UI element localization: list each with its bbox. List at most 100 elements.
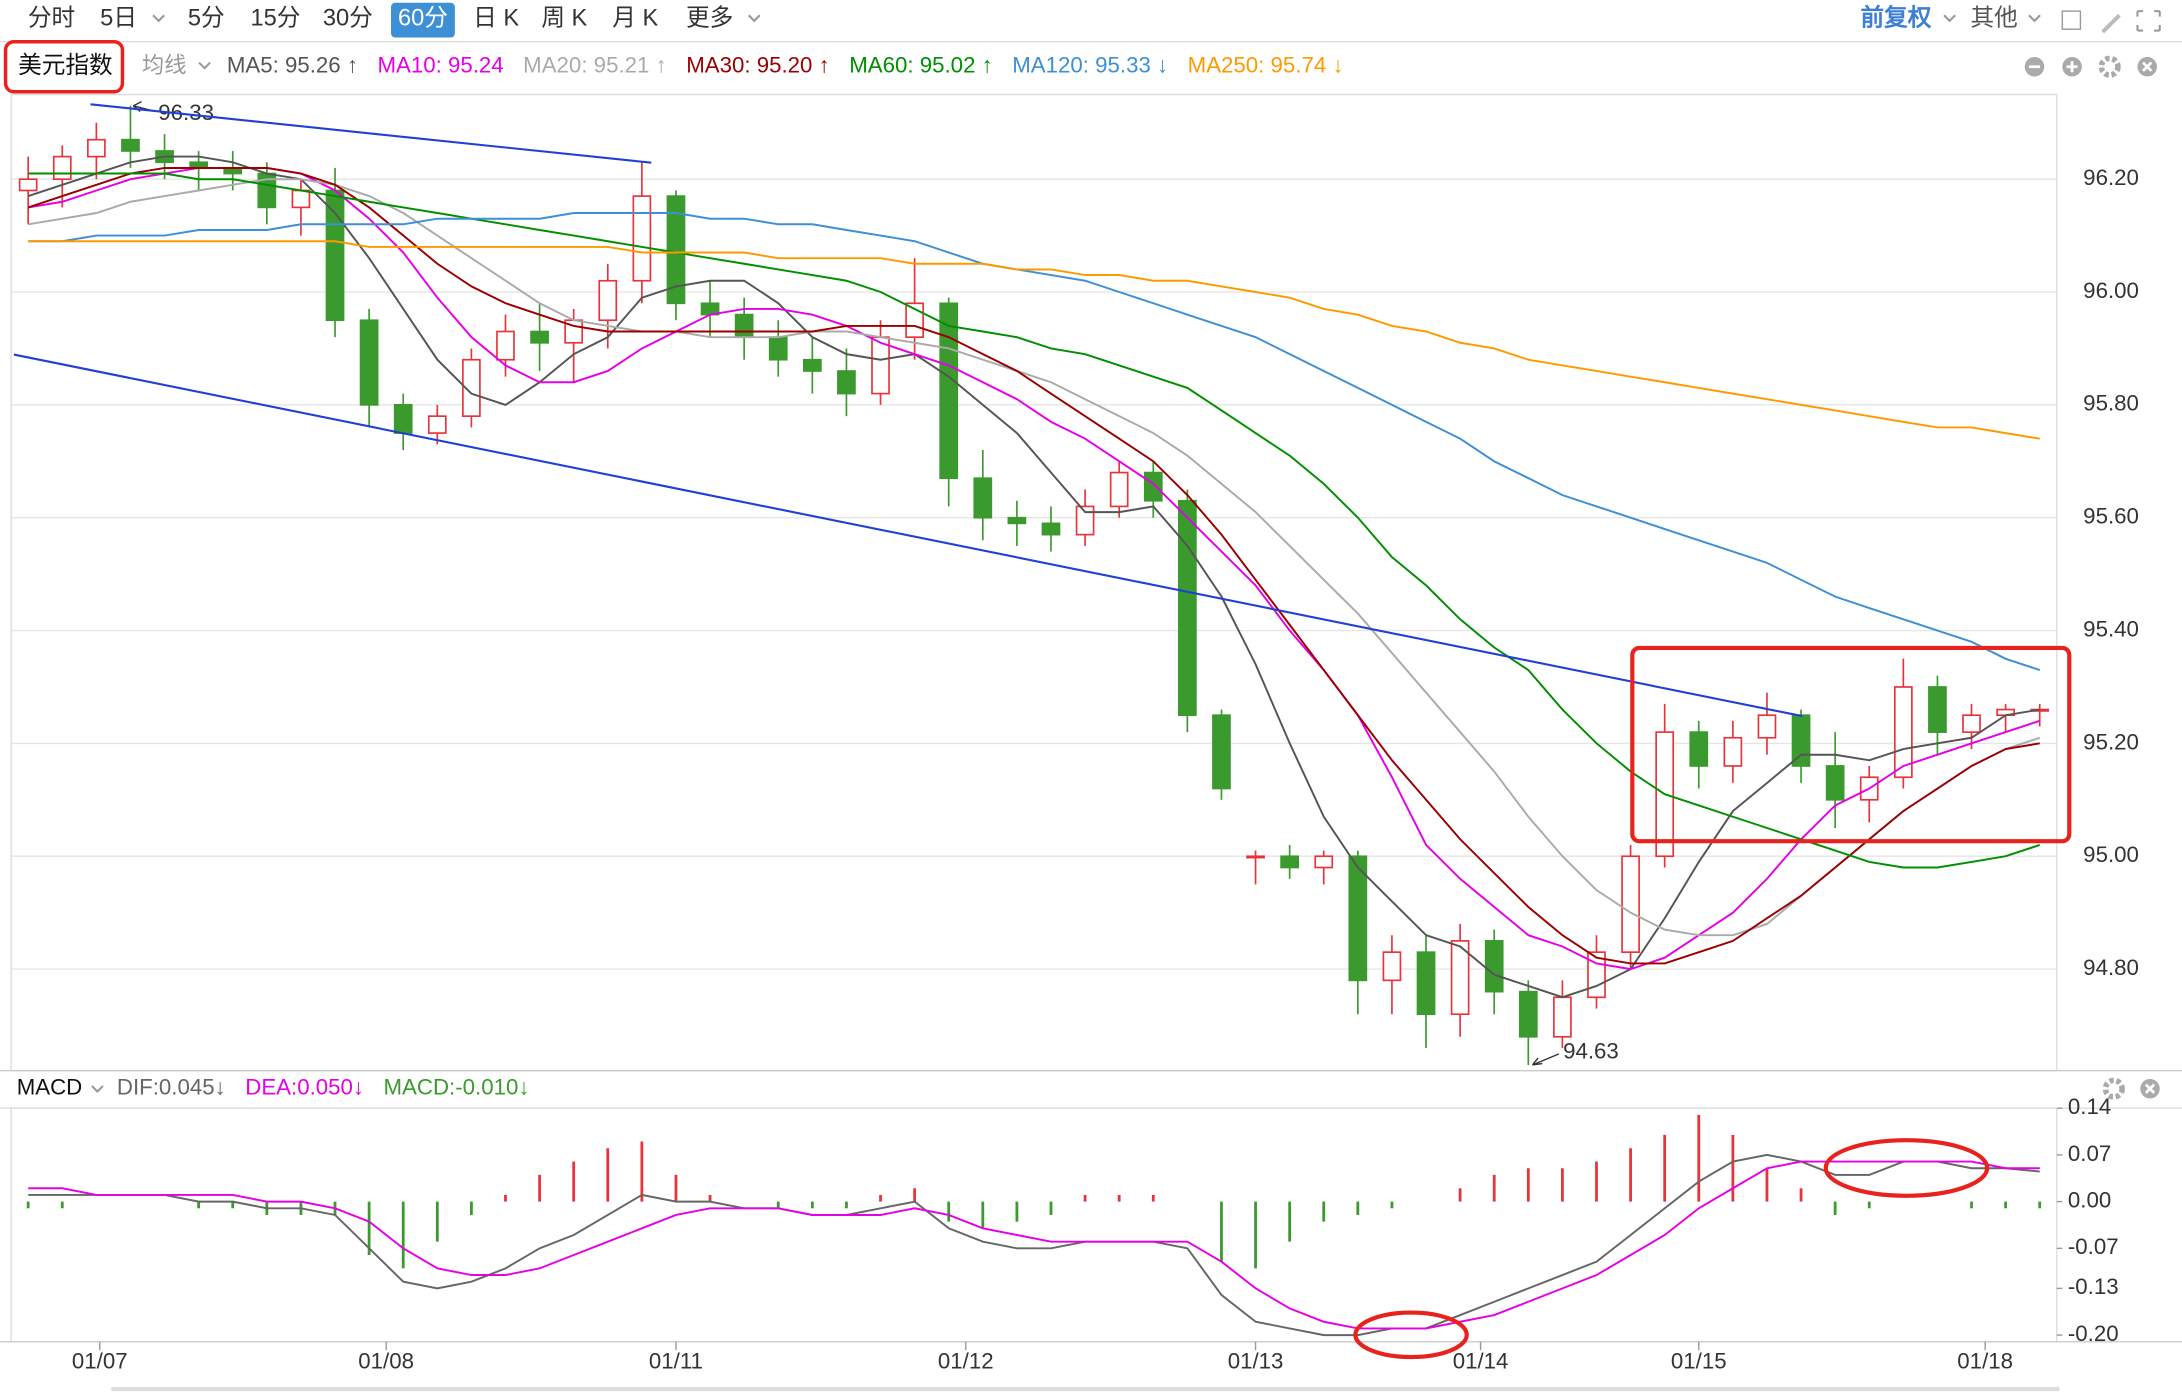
tab[interactable]: 周 K [541,6,587,32]
candle-body [1928,686,1947,733]
ma-line [28,212,2041,671]
tab[interactable]: 分时 [28,5,75,32]
close-icon [2142,61,2153,72]
candle-body [802,358,822,372]
legend-entry: MA20: 95.21 ↑ [523,53,667,78]
tab[interactable]: 5分 [188,5,225,32]
indicator-line [28,1153,2040,1337]
ma-line [28,178,2041,937]
y-tick-label: 0.07 [2068,1141,2111,1166]
x-tick-label: 01/13 [1228,1349,1284,1374]
candle-body [1143,471,1163,502]
fullscreen-icon[interactable] [2136,10,2161,32]
candle-body [837,370,856,395]
x-tick-label: 01/11 [649,1349,703,1374]
y-tick-label: 96.00 [2083,278,2139,303]
x-tick-label: 01/14 [1453,1349,1509,1374]
legend-entry: MA250: 95.74 ↓ [1188,53,1344,78]
y-tick-label: 94.80 [2083,955,2139,980]
legend: DIF:0.045↓ DEA:0.050↓ MACD:-0.010↓ [117,1075,530,1100]
candle-body [359,319,379,406]
highlight-ellipse [1823,1138,1990,1198]
dropdown-caret[interactable] [198,61,211,70]
x-tick-label: 01/08 [358,1349,414,1374]
y-tick-label: 95.40 [2083,616,2139,641]
dropdown-caret[interactable] [91,1085,104,1093]
close-icon [2144,1083,2156,1094]
y-tick-label: 95.60 [2083,504,2139,529]
candle-body [632,195,652,282]
pencil-icon[interactable] [2101,13,2121,34]
ma-line [27,166,2040,965]
tab[interactable]: 15分 [250,5,300,32]
candle-body [18,178,38,192]
dropdown-caret[interactable] [152,14,165,23]
plus-icon [2066,61,2078,73]
legend-entry: MA60: 95.02 ↑ [849,53,993,78]
y-tick-label: 96.20 [2083,165,2139,190]
legend-entry: DEA:0.050↓ [245,1075,364,1100]
ma-menu[interactable]: 均线 [142,53,187,78]
annotations [13,103,2072,1360]
candle-body [530,330,549,344]
x-tick-label: 01/07 [72,1349,128,1374]
symbol[interactable]: 美元指数 [18,52,113,79]
candle-body [939,302,959,480]
annotation-arrow [1531,1053,1560,1066]
candle-body [291,189,311,209]
indicator-title[interactable]: MACD [17,1075,83,1100]
tab[interactable]: 30分 [323,5,373,32]
candle-body [598,279,618,322]
y-tick-label: 95.80 [2083,391,2139,416]
candle-body [1348,855,1368,982]
y-tick-label: -0.07 [2068,1234,2119,1259]
candle-body [496,330,515,361]
tab[interactable]: 更多 [686,5,733,32]
y-tick-label: 95.20 [2083,729,2139,754]
settings-icon[interactable] [2098,55,2121,78]
menu[interactable]: 其他 [1970,5,2017,32]
active-tab [391,2,455,38]
dropdown-caret[interactable] [1943,14,1956,23]
ma-line [27,155,2040,999]
dropdown-caret[interactable] [747,14,761,23]
candle-body [1518,990,1538,1038]
candle-body [1689,731,1709,767]
candle-body [768,336,788,361]
grid-icon[interactable] [2061,10,2082,30]
x-tick-label: 01/12 [938,1349,994,1374]
settings-icon[interactable] [2102,1077,2125,1100]
trend-line [90,103,652,164]
highlight-box [3,39,125,94]
y-tick-label: 95.00 [2083,842,2139,867]
tab[interactable]: 60分 [398,5,448,32]
candle-body [973,477,993,519]
ma-line [28,240,2040,440]
legend-entry: MA5: 95.26 ↑ [227,53,358,78]
candle-body [1314,855,1334,869]
tab[interactable]: 月 K [612,6,658,32]
candle-body [1450,940,1470,1016]
y-tick-label: -0.20 [2068,1321,2119,1346]
candle-body [393,404,413,434]
candle-body [1621,855,1640,953]
menu[interactable]: 前复权 [1861,4,1932,32]
tab[interactable]: 5日 [100,6,137,32]
candle-body [1484,940,1504,993]
candle-body [1723,736,1743,767]
y-tick-label: -0.13 [2068,1274,2119,1299]
candle-body [52,155,72,181]
candle-body [1893,686,1913,779]
candle-body [1041,522,1061,536]
low-label: 94.63 [1563,1038,1619,1063]
legend-entry: MA30: 95.20 ↑ [686,53,830,78]
tab[interactable]: 日 K [473,6,519,32]
candle-body [1553,996,1572,1038]
legend-entry: MA10: 95.24 [377,53,503,78]
candle-body [1416,951,1436,1016]
legend-entry: DIF:0.045↓ [117,1075,226,1100]
dropdown-caret[interactable] [2028,14,2041,23]
ma-line [28,172,2041,869]
